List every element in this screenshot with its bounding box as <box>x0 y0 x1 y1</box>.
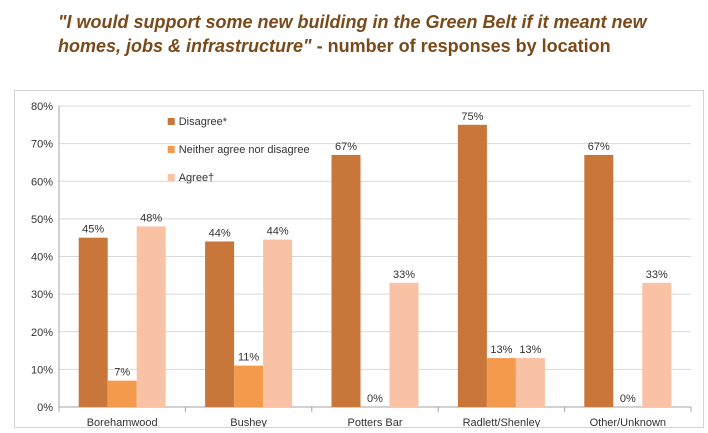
y-tick-label: 20% <box>31 327 53 339</box>
bar-disagree-otherunknown <box>584 154 614 407</box>
bars <box>78 124 672 407</box>
bar-agree-borehamwood <box>136 226 166 407</box>
data-label: 44% <box>267 226 289 238</box>
data-label: 33% <box>646 269 668 281</box>
data-label: 7% <box>114 367 130 379</box>
data-label: 13% <box>490 344 512 356</box>
legend-swatch <box>167 174 175 181</box>
data-labels: 45% 7% 48% 44% 11% 44% 67% 0% 33% 75% 13% 13% 67% 0% 3… <box>82 111 668 405</box>
data-label: 0% <box>367 393 383 405</box>
chart-title: "I would support some new building in th… <box>58 10 698 58</box>
legend-swatch <box>167 118 175 125</box>
legend-label: Disagree* <box>179 116 228 128</box>
chart-title-quote: "I would support some new building in th… <box>58 12 647 56</box>
y-tick-label: 50% <box>31 214 53 226</box>
data-label: 75% <box>461 111 483 123</box>
y-axis: 0% 10% 20% 30% 40% 50% 60% 70% 80% <box>31 101 60 414</box>
y-tick-label: 0% <box>37 402 53 414</box>
bar-agree-otherunknown <box>642 282 672 407</box>
data-label: 44% <box>209 227 231 239</box>
legend-swatch <box>167 146 175 153</box>
bar-disagree-radlettshenley <box>457 124 487 407</box>
y-tick-label: 40% <box>31 252 53 264</box>
chart-frame: 0% 10% 20% 30% 40% 50% 60% 70% 80% Borehamwood Bu… <box>14 90 704 429</box>
bar-neitheragreenordisagree-bushey <box>234 365 264 407</box>
data-label: 67% <box>588 141 610 153</box>
data-label: 13% <box>519 344 541 356</box>
data-label: 11% <box>238 352 259 364</box>
y-tick-label: 10% <box>31 364 53 376</box>
bar-neitheragreenordisagree-borehamwood <box>107 380 137 407</box>
x-axis: Borehamwood Bushey Potters Bar Radlett/Shen… <box>58 407 692 429</box>
x-tick-label: Potters Bar <box>347 417 402 427</box>
legend-label: Agree† <box>179 172 214 184</box>
bar-agree-bushey <box>263 239 293 407</box>
data-label: 33% <box>393 269 415 281</box>
bar-agree-pottersbar <box>389 282 419 407</box>
bar-agree-radlettshenley <box>515 358 545 407</box>
bar-neitheragreenordisagree-radlettshenley <box>486 358 516 407</box>
data-label: 0% <box>620 393 636 405</box>
chart-title-suffix: - number of responses by location <box>311 36 611 56</box>
data-label: 48% <box>140 212 162 224</box>
y-tick-label: 80% <box>31 101 53 113</box>
x-tick-label: Radlett/Shenley <box>463 417 541 427</box>
x-tick-label: Other/Unknown <box>590 417 666 427</box>
bar-chart: 0% 10% 20% 30% 40% 50% 60% 70% 80% Borehamwood Bu… <box>31 101 692 429</box>
legend-label: Neither agree nor disagree <box>179 144 310 156</box>
legend: Disagree* Neither agree nor disagree Agree… <box>167 116 310 184</box>
data-label: 45% <box>82 224 104 236</box>
x-tick-label: Borehamwood <box>87 417 158 427</box>
x-tick-label: Bushey <box>230 417 267 427</box>
y-tick-label: 30% <box>31 289 53 301</box>
y-tick-label: 60% <box>31 176 53 188</box>
bar-disagree-pottersbar <box>331 154 361 407</box>
data-label: 67% <box>335 141 357 153</box>
bar-disagree-borehamwood <box>78 237 108 407</box>
bar-disagree-bushey <box>205 241 235 407</box>
y-tick-label: 70% <box>31 139 53 151</box>
